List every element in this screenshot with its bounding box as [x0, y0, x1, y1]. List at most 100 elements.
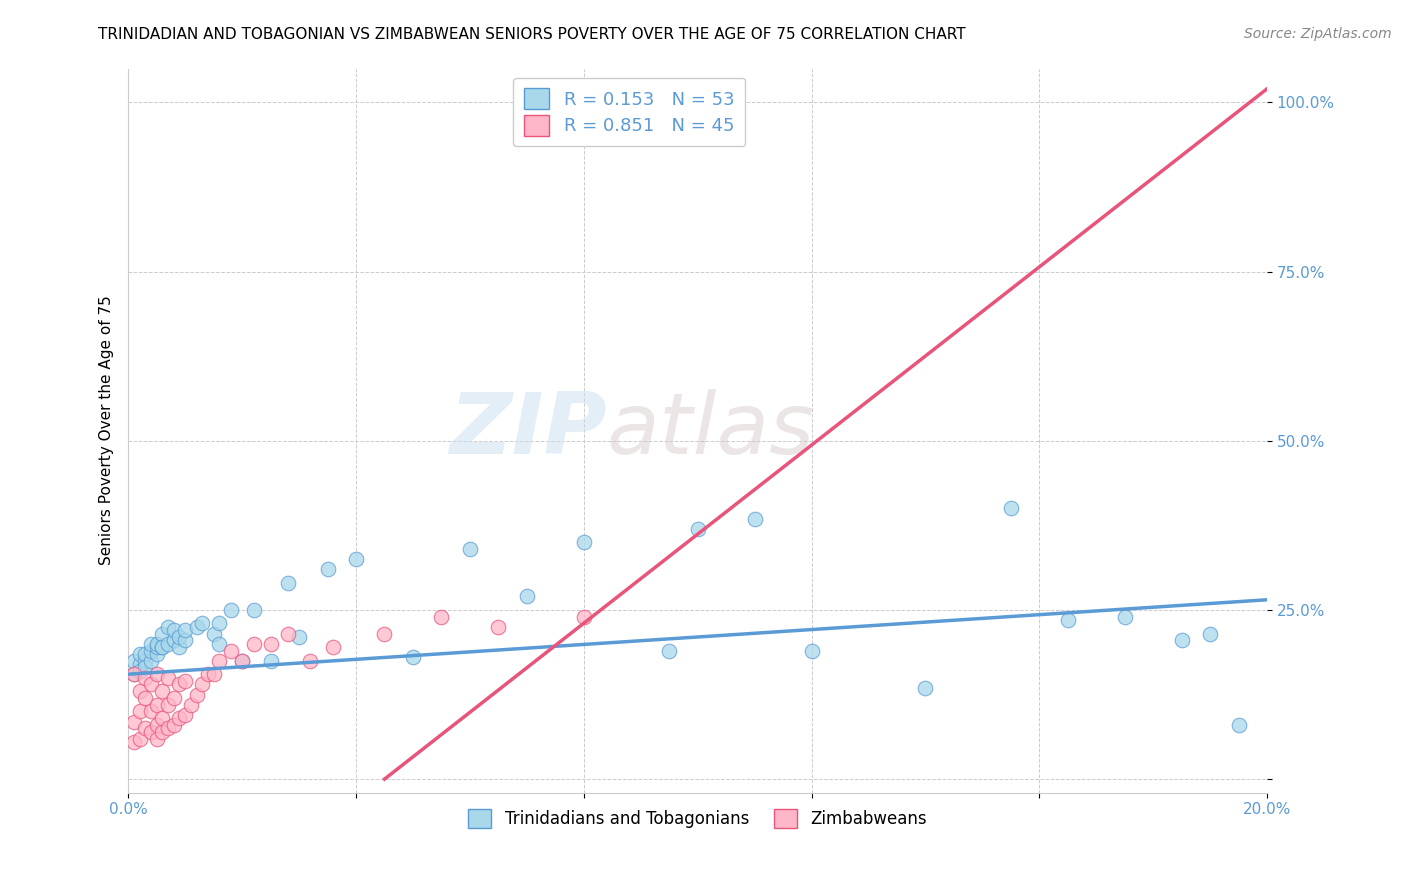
Point — [134, 722, 156, 736]
Point — [231, 654, 253, 668]
Point — [157, 722, 180, 736]
Point — [122, 654, 145, 668]
Text: ZIP: ZIP — [449, 389, 606, 472]
Point — [145, 637, 167, 651]
Point — [316, 562, 339, 576]
Point — [180, 698, 202, 712]
Point — [277, 575, 299, 590]
Point — [430, 609, 453, 624]
Legend: Trinidadians and Tobagonians, Zimbabweans: Trinidadians and Tobagonians, Zimbabwean… — [461, 803, 934, 835]
Point — [145, 731, 167, 746]
Point — [134, 660, 156, 674]
Point — [186, 688, 208, 702]
Point — [277, 626, 299, 640]
Point — [242, 637, 264, 651]
Point — [219, 603, 242, 617]
Point — [157, 637, 180, 651]
Point — [157, 671, 180, 685]
Point — [572, 609, 595, 624]
Point — [191, 616, 214, 631]
Point — [242, 603, 264, 617]
Point — [169, 640, 191, 655]
Point — [373, 626, 395, 640]
Point — [157, 620, 180, 634]
Point — [128, 664, 150, 678]
Point — [1227, 718, 1250, 732]
Point — [152, 626, 174, 640]
Point — [139, 705, 162, 719]
Point — [516, 590, 538, 604]
Point — [145, 647, 167, 661]
Point — [152, 684, 174, 698]
Point — [145, 718, 167, 732]
Point — [169, 630, 191, 644]
Point — [152, 640, 174, 655]
Point — [208, 637, 231, 651]
Point — [122, 735, 145, 749]
Point — [128, 647, 150, 661]
Point — [145, 698, 167, 712]
Point — [163, 633, 186, 648]
Point — [202, 667, 225, 681]
Point — [134, 671, 156, 685]
Point — [1170, 633, 1192, 648]
Point — [322, 640, 344, 655]
Point — [152, 711, 174, 725]
Point — [139, 637, 162, 651]
Point — [259, 654, 281, 668]
Point — [174, 707, 197, 722]
Text: atlas: atlas — [606, 389, 814, 472]
Point — [658, 643, 681, 657]
Point — [128, 684, 150, 698]
Point — [259, 637, 281, 651]
Point — [134, 654, 156, 668]
Point — [139, 724, 162, 739]
Point — [186, 620, 208, 634]
Point — [288, 630, 311, 644]
Point — [128, 731, 150, 746]
Point — [139, 654, 162, 668]
Point — [163, 624, 186, 638]
Point — [744, 511, 766, 525]
Point — [122, 667, 145, 681]
Point — [163, 718, 186, 732]
Point — [174, 673, 197, 688]
Point — [299, 654, 322, 668]
Point — [145, 667, 167, 681]
Point — [174, 624, 197, 638]
Point — [1199, 626, 1222, 640]
Point — [152, 640, 174, 655]
Point — [231, 654, 253, 668]
Point — [402, 650, 425, 665]
Point — [202, 626, 225, 640]
Point — [686, 522, 709, 536]
Point — [800, 643, 823, 657]
Point — [197, 667, 219, 681]
Point — [134, 647, 156, 661]
Point — [163, 690, 186, 705]
Point — [122, 667, 145, 681]
Point — [128, 657, 150, 671]
Point — [1000, 501, 1022, 516]
Point — [128, 705, 150, 719]
Point — [191, 677, 214, 691]
Point — [344, 552, 367, 566]
Point — [169, 711, 191, 725]
Y-axis label: Seniors Poverty Over the Age of 75: Seniors Poverty Over the Age of 75 — [100, 296, 114, 566]
Point — [1114, 609, 1136, 624]
Point — [208, 616, 231, 631]
Point — [145, 640, 167, 655]
Point — [458, 541, 481, 556]
Point — [169, 677, 191, 691]
Point — [572, 535, 595, 549]
Point — [174, 633, 197, 648]
Point — [152, 724, 174, 739]
Point — [219, 643, 242, 657]
Point — [139, 643, 162, 657]
Point — [208, 654, 231, 668]
Text: Source: ZipAtlas.com: Source: ZipAtlas.com — [1244, 27, 1392, 41]
Point — [157, 698, 180, 712]
Point — [122, 714, 145, 729]
Point — [139, 677, 162, 691]
Point — [914, 681, 936, 695]
